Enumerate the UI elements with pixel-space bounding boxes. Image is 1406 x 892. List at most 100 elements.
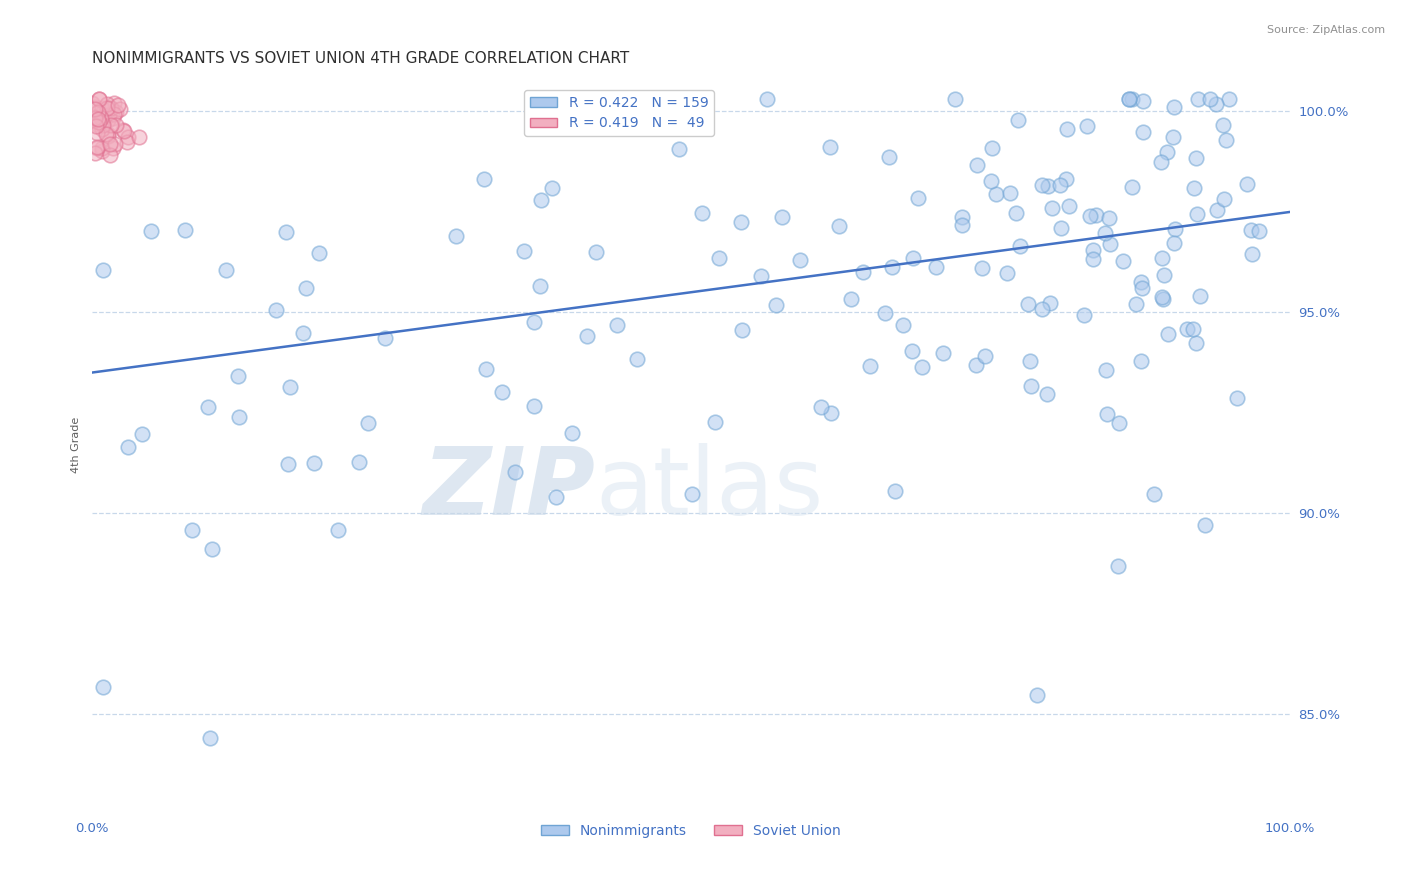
Point: [882, 260, 904, 275]
Point: [472, 172, 495, 186]
Point: [1099, 236, 1122, 251]
Point: [1031, 178, 1053, 193]
Point: [90, 111, 112, 125]
Point: [789, 253, 811, 268]
Point: [852, 264, 875, 278]
Point: [891, 318, 914, 332]
Point: [1081, 244, 1104, 258]
Point: [97, 108, 120, 122]
Point: [974, 349, 997, 363]
Point: [1130, 275, 1153, 289]
Point: [668, 142, 690, 156]
Point: [103, 107, 125, 121]
Point: [1164, 222, 1187, 236]
Point: [980, 174, 1002, 188]
Point: [522, 400, 544, 414]
Point: [901, 251, 924, 265]
Point: [1241, 247, 1264, 261]
Text: NONIMMIGRANTS VS SOVIET UNION 4TH GRADE CORRELATION CHART: NONIMMIGRANTS VS SOVIET UNION 4TH GRADE …: [91, 51, 628, 66]
Point: [950, 218, 973, 232]
Point: [900, 344, 922, 359]
Point: [606, 318, 628, 332]
Point: [1121, 92, 1143, 106]
Point: [765, 298, 787, 312]
Point: [117, 440, 139, 454]
Point: [1095, 407, 1118, 421]
Point: [96, 101, 118, 115]
Point: [276, 225, 298, 239]
Point: [90, 144, 112, 158]
Point: [100, 101, 122, 115]
Point: [326, 523, 349, 537]
Point: [117, 135, 139, 149]
Point: [97, 112, 120, 127]
Point: [1236, 177, 1258, 191]
Point: [347, 454, 370, 468]
Point: [1152, 292, 1174, 306]
Point: [83, 103, 105, 117]
Point: [1005, 206, 1028, 220]
Point: [820, 406, 842, 420]
Point: [810, 400, 832, 414]
Point: [1226, 391, 1249, 405]
Point: [1249, 224, 1271, 238]
Point: [1175, 322, 1198, 336]
Point: [1130, 280, 1153, 294]
Point: [1199, 92, 1222, 106]
Point: [1036, 178, 1059, 193]
Point: [877, 150, 900, 164]
Point: [308, 245, 330, 260]
Point: [93, 107, 115, 121]
Point: [1017, 297, 1039, 311]
Point: [1019, 378, 1042, 392]
Point: [995, 266, 1018, 280]
Point: [1130, 353, 1153, 368]
Point: [966, 158, 988, 172]
Point: [998, 186, 1021, 201]
Point: [1076, 119, 1098, 133]
Point: [228, 410, 250, 425]
Point: [1156, 145, 1178, 159]
Point: [749, 268, 772, 283]
Point: [1040, 201, 1063, 215]
Point: [278, 380, 301, 394]
Point: [1118, 92, 1140, 106]
Point: [827, 219, 849, 233]
Point: [546, 490, 568, 504]
Point: [84, 119, 107, 133]
Point: [1205, 203, 1227, 218]
Point: [1019, 353, 1042, 368]
Point: [86, 141, 108, 155]
Point: [91, 680, 114, 694]
Point: [98, 136, 121, 151]
Point: [357, 416, 380, 430]
Point: [1073, 308, 1095, 322]
Point: [277, 457, 299, 471]
Point: [755, 92, 778, 106]
Point: [1215, 133, 1237, 147]
Point: [131, 426, 153, 441]
Point: [94, 127, 117, 141]
Point: [1107, 559, 1129, 574]
Point: [100, 118, 122, 132]
Point: [529, 278, 551, 293]
Point: [103, 96, 125, 111]
Point: [1083, 252, 1105, 267]
Point: [91, 118, 114, 132]
Point: [84, 117, 107, 131]
Point: [1185, 151, 1208, 165]
Point: [214, 263, 236, 277]
Point: [530, 193, 553, 207]
Point: [626, 351, 648, 366]
Point: [1031, 302, 1053, 317]
Point: [105, 104, 128, 119]
Point: [84, 100, 107, 114]
Point: [1182, 181, 1205, 195]
Point: [84, 112, 107, 126]
Point: [692, 206, 714, 220]
Point: [1039, 296, 1062, 310]
Point: [294, 281, 316, 295]
Point: [98, 147, 121, 161]
Point: [1150, 154, 1173, 169]
Point: [1143, 486, 1166, 500]
